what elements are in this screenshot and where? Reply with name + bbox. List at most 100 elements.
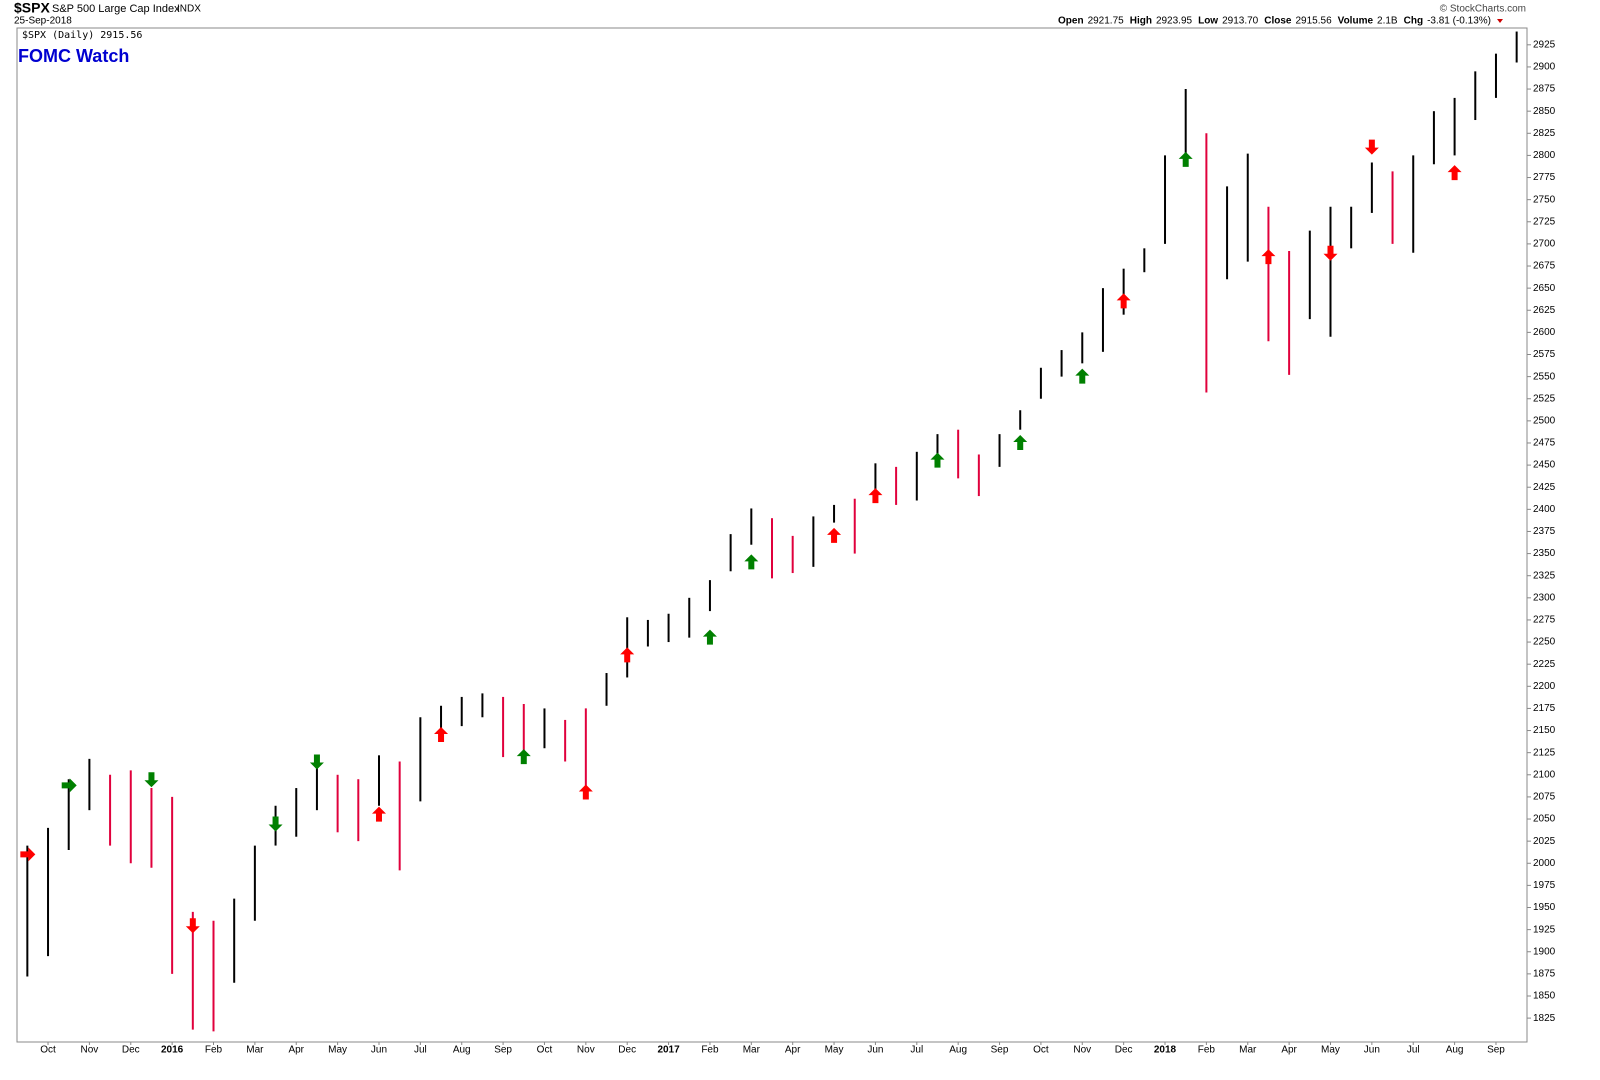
y-tick-label: 1900: [1533, 946, 1556, 957]
x-tick-label: Jun: [371, 1045, 387, 1056]
fomc-marker: [1075, 368, 1090, 384]
x-tick-label: Feb: [1198, 1045, 1216, 1056]
x-tick-label: Oct: [537, 1045, 553, 1056]
quote: Open 2921.75 High 2923.95 Low 2913.70 Close 291…: [1058, 16, 1503, 27]
y-tick-label: 2350: [1533, 548, 1556, 559]
fomc-marker: [620, 647, 635, 663]
fomc-marker: [1116, 293, 1131, 309]
y-tick-label: 2400: [1533, 504, 1556, 515]
quote-label: High: [1130, 16, 1152, 27]
y-tick-label: 2575: [1533, 349, 1556, 360]
y-tick-label: 2700: [1533, 239, 1556, 250]
y-tick-label: 2675: [1533, 261, 1556, 272]
fomc-marker: [744, 554, 759, 570]
y-tick-label: 2875: [1533, 84, 1556, 95]
y-tick-label: 2325: [1533, 570, 1556, 581]
x-tick-label: 2016: [161, 1045, 184, 1056]
y-tick-label: 2250: [1533, 637, 1556, 648]
x-tick-label: Sep: [1487, 1045, 1505, 1056]
quote-label: Low: [1198, 16, 1218, 27]
x-tick-label: May: [1321, 1045, 1340, 1056]
exchange: INDX: [177, 4, 201, 15]
change-indicator: [1496, 19, 1503, 23]
y-tick-label: 1825: [1533, 1013, 1556, 1024]
y-tick-label: 2550: [1533, 371, 1556, 382]
y-tick-label: 2150: [1533, 725, 1556, 736]
quote-label: Close: [1264, 16, 1292, 27]
x-tick-label: Aug: [1446, 1045, 1464, 1056]
x-tick-label: Dec: [618, 1045, 636, 1056]
x-tick-label: Apr: [1281, 1045, 1297, 1056]
quote-value: 2.1B: [1377, 16, 1398, 27]
y-tick-label: 2425: [1533, 482, 1556, 493]
date: 25-Sep-2018: [14, 16, 72, 27]
x-tick-label: Nov: [1073, 1045, 1091, 1056]
y-tick-label: 2200: [1533, 681, 1556, 692]
quote-value: 2915.56: [1295, 16, 1332, 27]
y-tick-label: 2275: [1533, 615, 1556, 626]
fomc-marker: [434, 726, 449, 742]
x-tick-label: Mar: [246, 1045, 264, 1056]
y-tick-label: 2500: [1533, 415, 1556, 426]
x-tick-label: Nov: [577, 1045, 595, 1056]
y-tick-label: 2750: [1533, 194, 1556, 205]
y-tick-label: 2900: [1533, 62, 1556, 73]
y-tick-label: 2450: [1533, 460, 1556, 471]
x-tick-label: Apr: [785, 1045, 801, 1056]
y-tick-label: 1975: [1533, 880, 1556, 891]
fomc-marker: [268, 816, 283, 832]
x-tick-label: Feb: [701, 1045, 719, 1056]
y-tick-label: 1850: [1533, 991, 1556, 1002]
fomc-marker: [868, 488, 883, 504]
fomc-marker: [1178, 151, 1193, 167]
fomc-marker: [1013, 434, 1028, 450]
y-tick-label: 2475: [1533, 438, 1556, 449]
x-tick-label: Sep: [494, 1045, 512, 1056]
x-tick-label: Oct: [40, 1045, 56, 1056]
y-tick-label: 1875: [1533, 969, 1556, 980]
plot-frame: [16, 27, 1528, 1043]
quote-value: 2923.95: [1156, 16, 1193, 27]
x-tick-label: Apr: [288, 1045, 304, 1056]
x-tick-label: Aug: [949, 1045, 967, 1056]
y-tick-label: 2525: [1533, 393, 1556, 404]
y-tick-label: 2725: [1533, 216, 1556, 227]
fomc-marker: [309, 754, 324, 770]
x-tick-label: May: [825, 1045, 844, 1056]
x-tick-label: Mar: [743, 1045, 761, 1056]
x-tick-label: 2018: [1154, 1045, 1177, 1056]
fomc-marker: [371, 806, 386, 822]
fomc-marker: [61, 778, 77, 793]
fomc-marker: [1364, 139, 1379, 155]
y-tick-label: 2850: [1533, 106, 1556, 117]
y-tick-label: 2650: [1533, 283, 1556, 294]
y-tick-label: 2025: [1533, 836, 1556, 847]
fomc-marker: [20, 847, 36, 862]
x-tick-label: Nov: [80, 1045, 98, 1056]
x-tick-label: Jul: [910, 1045, 923, 1056]
x-tick-label: Sep: [991, 1045, 1009, 1056]
y-tick-label: 1950: [1533, 902, 1556, 913]
fomc-marker: [516, 749, 531, 765]
symbol: $SPX: [14, 0, 50, 16]
y-tick-label: 2600: [1533, 327, 1556, 338]
y-tick-label: 2100: [1533, 769, 1556, 780]
x-tick-label: Feb: [205, 1045, 223, 1056]
y-tick-label: 2800: [1533, 150, 1556, 161]
y-tick-label: 2075: [1533, 792, 1556, 803]
x-tick-label: Dec: [1115, 1045, 1133, 1056]
y-tick-label: 2825: [1533, 128, 1556, 139]
fomc-marker: [1261, 249, 1276, 265]
y-tick-label: 2050: [1533, 814, 1556, 825]
fomc-marker: [930, 452, 945, 468]
quote-label: Chg: [1404, 16, 1423, 27]
x-tick-label: Jun: [867, 1045, 883, 1056]
x-tick-label: May: [328, 1045, 347, 1056]
x-tick-label: Jul: [1407, 1045, 1420, 1056]
quote-label: Volume: [1338, 16, 1374, 27]
credit: © StockCharts.com: [1440, 4, 1526, 15]
annotation: FOMC Watch: [18, 46, 129, 66]
quote-value: 2921.75: [1088, 16, 1125, 27]
